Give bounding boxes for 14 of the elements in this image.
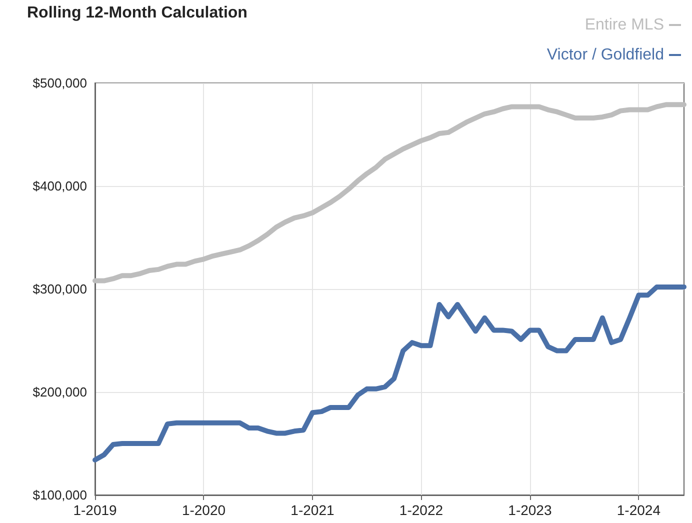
- y-tick-label: $100,000: [32, 488, 87, 502]
- y-tick-label: $300,000: [32, 282, 87, 296]
- chart-title: Rolling 12-Month Calculation: [27, 4, 248, 22]
- legend-label: Entire MLS: [584, 16, 664, 34]
- y-tick-label: $500,000: [32, 76, 87, 90]
- y-tick-label: $200,000: [32, 384, 87, 400]
- legend-label: Victor / Goldfield: [546, 46, 664, 64]
- x-tick-label: 1-2023: [508, 502, 552, 518]
- x-tick-label: 1-2024: [616, 502, 661, 518]
- x-tick-label: 1-2021: [290, 502, 334, 518]
- y-tick-label: $400,000: [32, 178, 87, 194]
- x-tick-label: 1-2020: [182, 502, 226, 518]
- x-tick-label: 1-2019: [73, 502, 118, 518]
- x-tick-label: 1-2022: [399, 502, 444, 518]
